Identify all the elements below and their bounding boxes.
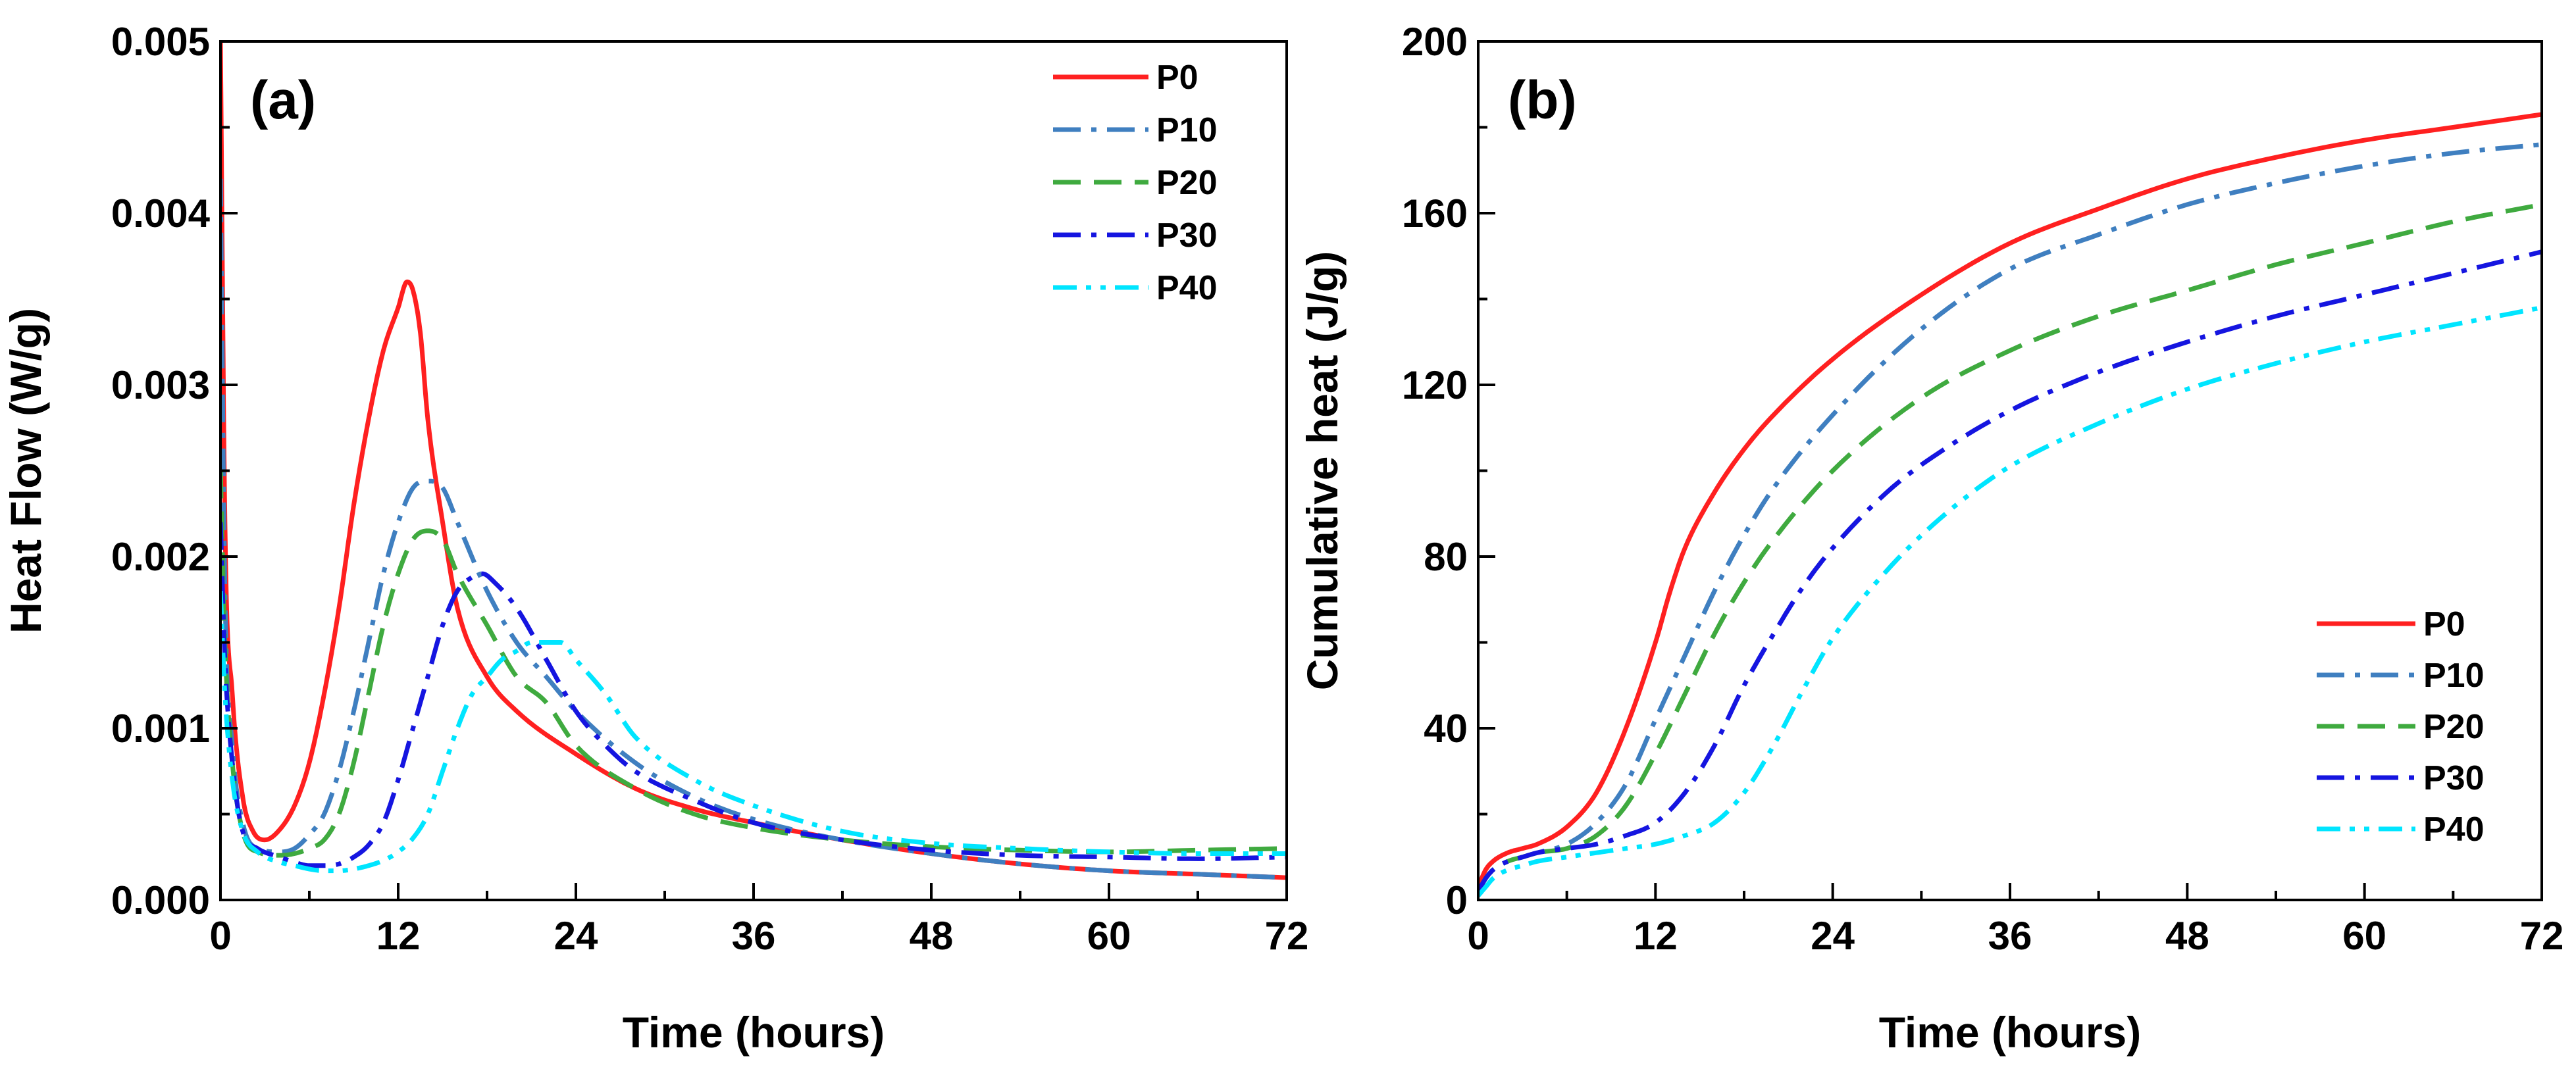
panel-label: (b) — [1508, 70, 1577, 130]
series-line-p30 — [220, 522, 1287, 868]
axes-frame — [1477, 40, 2543, 901]
legend-label-p30: P30 — [1156, 216, 1218, 255]
x-tick-label: 12 — [1634, 914, 1678, 958]
y-tick-label: 160 — [1402, 191, 1468, 236]
legend-label-p20: P20 — [1156, 164, 1218, 202]
series-line-p20 — [1478, 202, 2542, 893]
series-line-p40 — [220, 591, 1287, 874]
legend-label-p20: P20 — [2423, 708, 2485, 746]
y-axis-title: Cumulative heat (J/g) — [1298, 251, 1347, 690]
y-tick-label: 0.004 — [111, 191, 211, 236]
legend-label-p10: P10 — [1156, 111, 1218, 149]
series-line-p0 — [1478, 112, 2542, 888]
x-tick-label: 72 — [2520, 914, 2564, 958]
x-tick-label: 24 — [554, 914, 598, 958]
x-tick-label: 72 — [1265, 914, 1309, 958]
x-tick-label: 0 — [1467, 914, 1489, 958]
legend-label-p40: P40 — [2423, 811, 2485, 849]
y-tick-label: 200 — [1402, 20, 1468, 64]
y-tick-label: 0.005 — [111, 20, 210, 64]
x-tick-label: 60 — [1087, 914, 1131, 958]
panel-a-heat-flow-chart: 0 12 24 36 48 60 72 0.000 0.001 0.002 0.003 0.004 0.… — [1, 20, 1308, 1057]
series-line-p30 — [1478, 249, 2542, 893]
y-tick-label: 0.000 — [111, 878, 210, 922]
x-tick-label: 12 — [376, 914, 421, 958]
axes-frame — [219, 40, 1288, 901]
series-line-p20 — [220, 470, 1287, 858]
y-tick-label: 0 — [1446, 878, 1468, 922]
series-line-p10 — [1478, 142, 2542, 893]
x-tick-label: 48 — [2165, 914, 2209, 958]
y-tick-label: 0.001 — [111, 707, 210, 751]
x-tick-label: 60 — [2342, 914, 2386, 958]
x-tick-label: 48 — [910, 914, 954, 958]
panel-b-cumulative-heat-chart: 0 12 24 36 48 60 72 0 40 80 120 160 200 Time (hours) C… — [1298, 20, 2563, 1057]
x-axis-title: Time (hours) — [1879, 1008, 2141, 1057]
x-tick-label: 36 — [1988, 914, 2032, 958]
legend-label-p10: P10 — [2423, 657, 2485, 695]
series-line-p0 — [220, 41, 1287, 880]
series-line-p40 — [1478, 305, 2542, 897]
legend-label-p0: P0 — [1156, 59, 1198, 97]
legend-label-p30: P30 — [2423, 759, 2485, 797]
x-tick-label: 0 — [209, 914, 231, 958]
y-tick-label: 40 — [1424, 707, 1468, 751]
legend-label-p0: P0 — [2423, 605, 2465, 643]
y-tick-label: 120 — [1402, 363, 1468, 407]
panel-label: (a) — [250, 70, 316, 130]
y-tick-label: 0.002 — [111, 535, 210, 579]
y-tick-label: 80 — [1424, 535, 1468, 579]
y-axis-title: Heat Flow (W/g) — [1, 308, 50, 634]
series-line-p10 — [220, 178, 1287, 880]
x-tick-label: 36 — [732, 914, 776, 958]
y-tick-label: 0.003 — [111, 363, 210, 407]
legend-label-p40: P40 — [1156, 269, 1218, 307]
x-tick-label: 24 — [1811, 914, 1855, 958]
x-axis-title: Time (hours) — [623, 1008, 885, 1057]
legend: P0 P10 P20 P30 P40 — [2317, 605, 2485, 849]
legend: P0 P10 P20 P30 P40 — [1053, 59, 1218, 307]
